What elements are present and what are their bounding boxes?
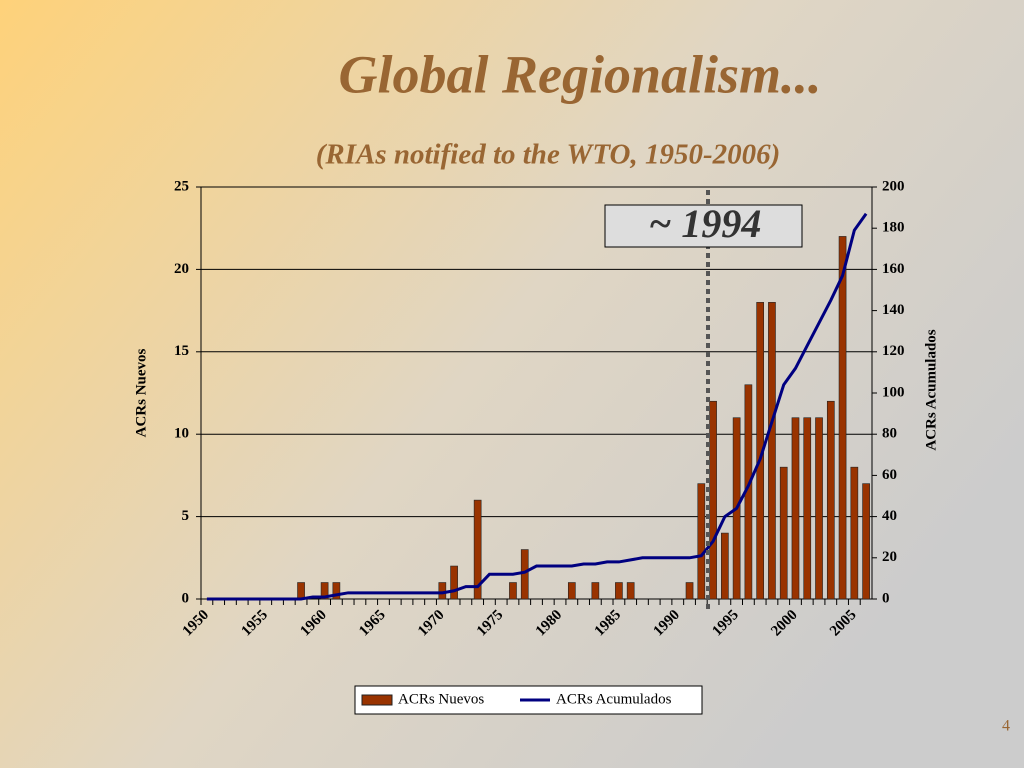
legend-swatch (361, 694, 393, 706)
y2-tick-label: 160 (882, 261, 905, 277)
bar (520, 549, 529, 600)
bar (297, 582, 305, 600)
bar (697, 483, 706, 600)
y2-tick-label: 20 (882, 549, 897, 565)
page-number: 4 (1002, 718, 1010, 735)
bar (721, 532, 729, 600)
bar (791, 417, 800, 600)
y2-tick-label: 40 (882, 508, 897, 524)
y2-axis-label: ACRs Acumulados (923, 329, 939, 450)
y-tick-label: 0 (182, 590, 190, 606)
slide-title: Global Regionalism... (338, 44, 821, 104)
y-tick-label: 5 (182, 508, 190, 524)
bar (768, 302, 776, 600)
y2-tick-label: 140 (882, 302, 905, 318)
slide-subtitle: (RIAs notified to the WTO, 1950-2006) (316, 139, 781, 171)
y2-tick-label: 120 (882, 343, 905, 359)
bar (438, 582, 447, 600)
annotation: ~ 1994 (649, 201, 762, 246)
y-axis-label: ACRs Nuevos (133, 348, 149, 437)
bar (509, 582, 517, 600)
bar (626, 582, 635, 600)
bar (591, 582, 600, 600)
bar (473, 499, 482, 600)
bar (567, 582, 576, 600)
bar (779, 466, 788, 600)
bar (615, 582, 623, 600)
bar (826, 400, 835, 600)
bar (850, 466, 859, 600)
line (206, 212, 868, 601)
y2-tick-label: 200 (882, 178, 905, 194)
y-tick-label: 25 (174, 178, 189, 194)
y-tick-label: 10 (174, 426, 189, 442)
legend-label: ACRs Acumulados (556, 691, 672, 707)
y-tick-label: 15 (174, 343, 189, 359)
bar (685, 582, 694, 600)
bar (320, 582, 329, 600)
y2-tick-label: 60 (882, 467, 897, 483)
bar (838, 236, 847, 600)
bar (815, 417, 823, 600)
y2-tick-label: 80 (882, 426, 897, 442)
y-tick-label: 20 (174, 261, 189, 277)
y2-tick-label: 0 (882, 590, 890, 606)
bar (450, 565, 458, 600)
bar (862, 483, 870, 600)
y2-tick-label: 180 (882, 220, 905, 236)
annotation-box (604, 204, 803, 248)
bar (332, 582, 341, 600)
y2-tick-label: 100 (882, 384, 905, 400)
bar (709, 400, 717, 600)
bar (803, 417, 812, 600)
legend-label: ACRs Nuevos (398, 691, 484, 707)
